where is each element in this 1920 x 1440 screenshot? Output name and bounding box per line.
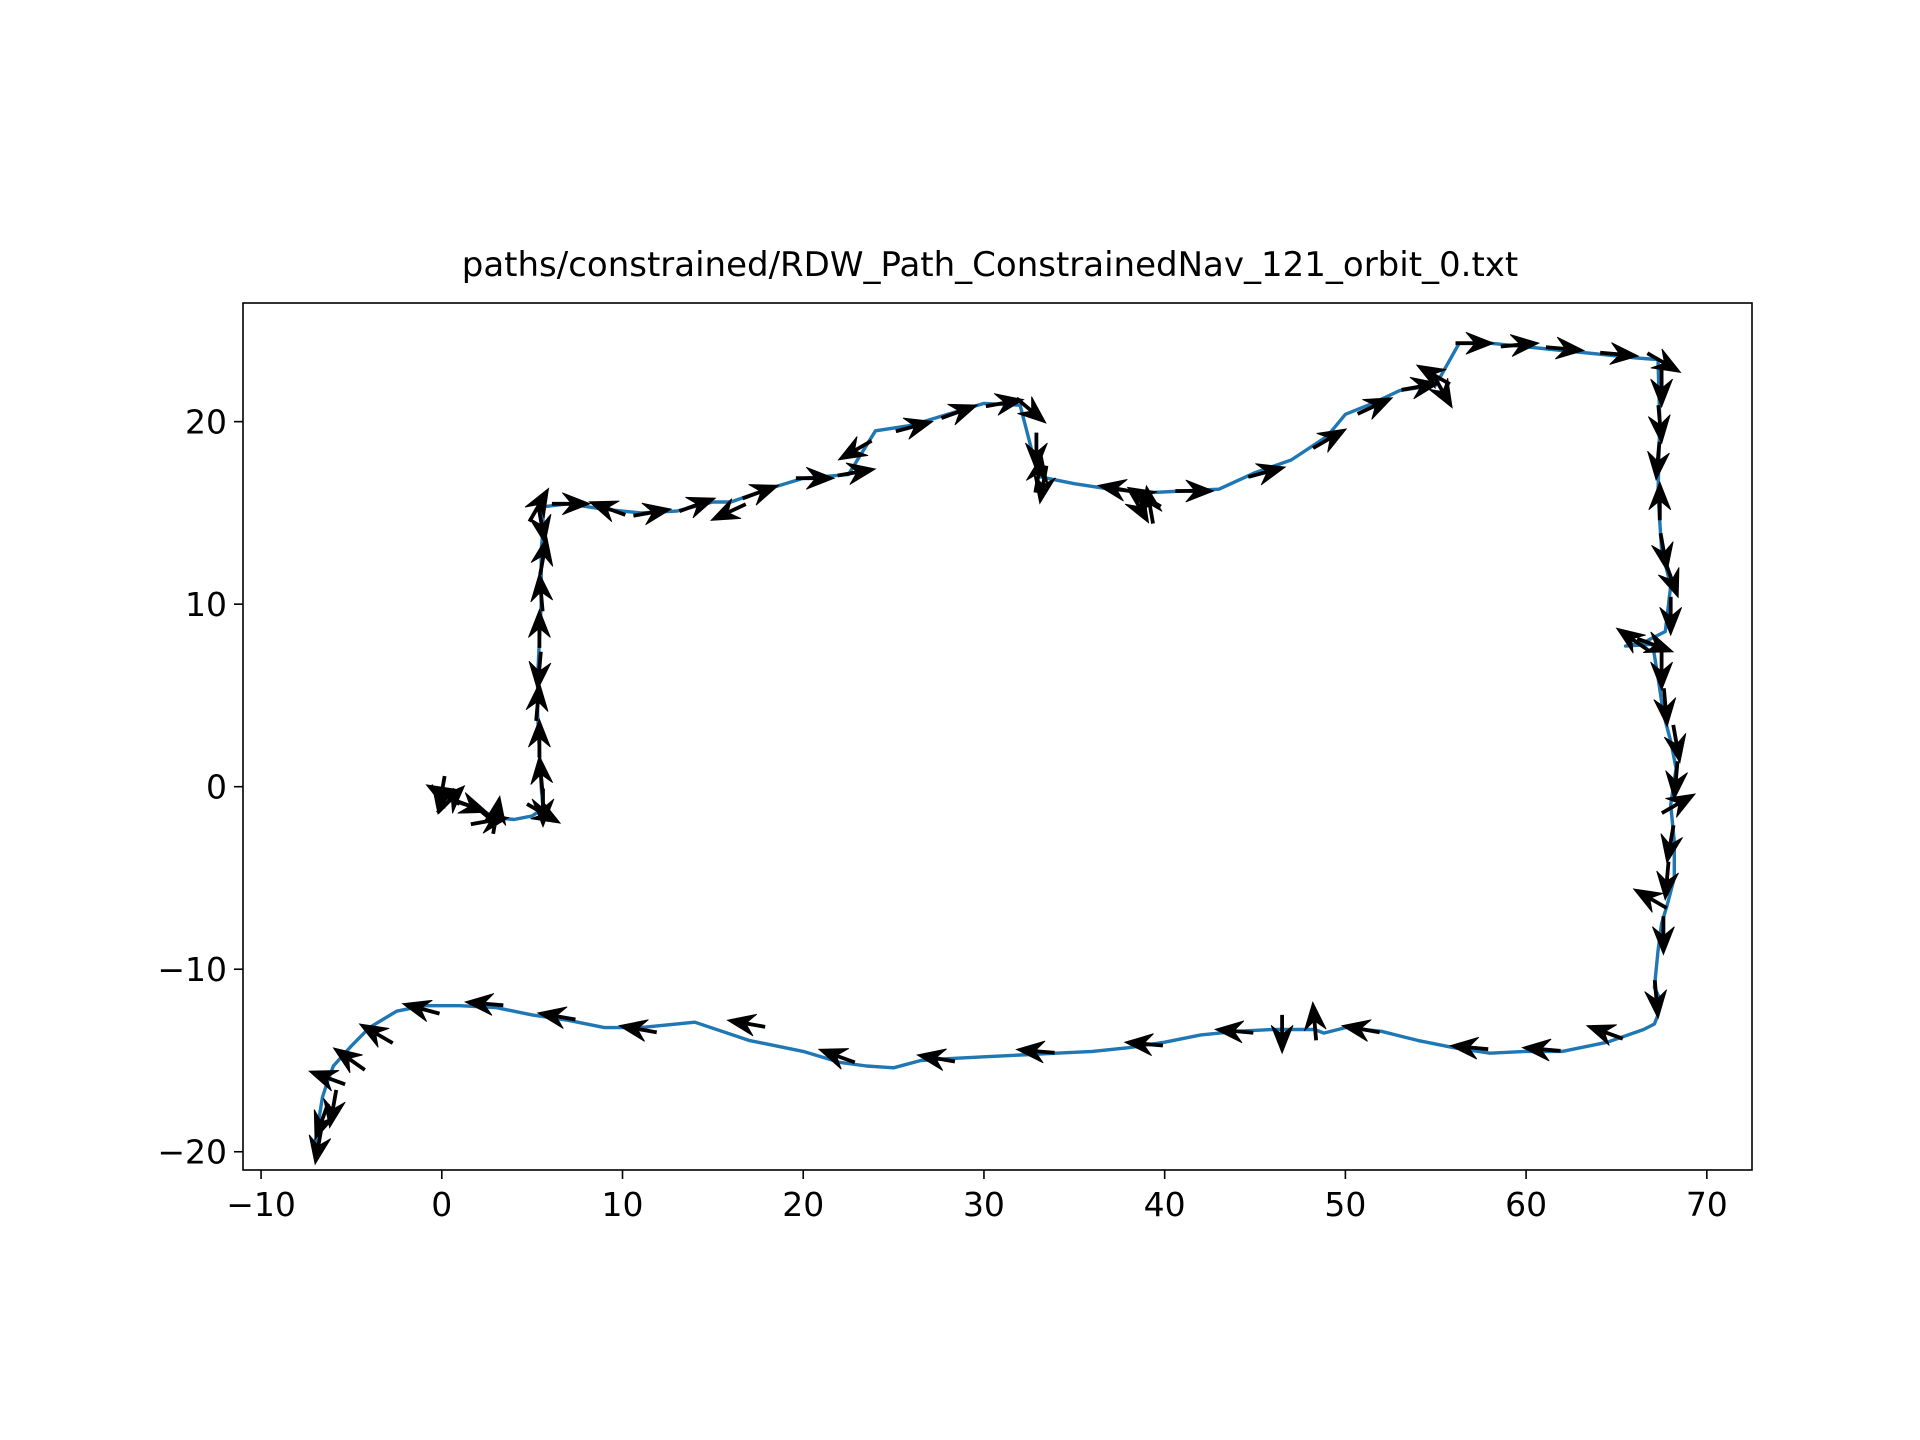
y-tick-label: −10 (157, 950, 227, 989)
direction-arrow (617, 1019, 658, 1042)
direction-arrow (1356, 397, 1394, 420)
direction-arrow (530, 754, 554, 795)
x-tick-label: 60 (1505, 1185, 1547, 1224)
direction-arrow (1123, 1033, 1164, 1056)
direction-arrow (1585, 1024, 1624, 1046)
direction-arrow (1401, 376, 1441, 400)
direction-arrow (985, 393, 1025, 416)
y-tick-label: 20 (185, 403, 227, 442)
direction-arrow (1648, 480, 1672, 521)
direction-arrow (528, 651, 552, 692)
direction-arrow (1025, 432, 1048, 473)
direction-arrow (1312, 428, 1348, 453)
direction-arrow (633, 502, 673, 526)
direction-arrow (1015, 396, 1047, 424)
direction-arrow (1659, 596, 1683, 637)
y-tick-label: 10 (185, 585, 227, 624)
direction-arrow (1660, 825, 1683, 865)
direction-arrow (795, 466, 836, 490)
direction-arrow (1015, 1040, 1055, 1064)
direction-arrow (451, 792, 489, 814)
y-tick-label: 0 (206, 768, 227, 807)
direction-arrow (940, 403, 979, 426)
direction-arrow (1647, 405, 1671, 445)
direction-arrow (817, 1048, 856, 1070)
direction-arrow (726, 1013, 766, 1037)
direction-arrow (1644, 980, 1668, 1020)
axes-frame (242, 302, 1753, 1171)
direction-arrow (916, 1048, 956, 1071)
direction-arrow (1455, 331, 1495, 355)
direction-arrow (1340, 1019, 1380, 1042)
direction-arrow (1599, 342, 1640, 365)
x-tick-label: 20 (782, 1185, 824, 1224)
direction-arrow (1140, 484, 1163, 524)
x-tick-label: 40 (1144, 1185, 1186, 1224)
x-tick-label: 30 (963, 1185, 1005, 1224)
direction-arrow (895, 417, 935, 440)
direction-arrow (1521, 1038, 1561, 1062)
direction-arrow (1175, 479, 1215, 503)
direction-arrow (1653, 688, 1677, 728)
direction-arrow (436, 784, 466, 815)
direction-arrow (1647, 441, 1670, 482)
direction-arrow (1247, 463, 1287, 486)
direction-arrow (588, 500, 626, 522)
arrow-markers (307, 331, 1697, 1166)
direction-arrow (401, 999, 441, 1022)
direction-arrow (1500, 334, 1541, 357)
y-tick-label: −20 (157, 1133, 227, 1172)
direction-arrow (1270, 1014, 1294, 1055)
direction-arrow (463, 993, 504, 1016)
direction-arrow (332, 1047, 366, 1074)
direction-arrow (1545, 336, 1586, 360)
direction-arrow (525, 681, 549, 722)
direction-arrow (536, 1006, 576, 1029)
direction-arrow (1632, 888, 1668, 913)
direction-arrow (1658, 560, 1680, 599)
direction-arrow (837, 436, 873, 461)
x-tick-label: 50 (1324, 1185, 1366, 1224)
direction-arrow (528, 608, 551, 648)
direction-arrow (551, 492, 592, 516)
direction-arrow (678, 496, 717, 519)
direction-arrow (1660, 793, 1697, 818)
direction-arrow (1428, 373, 1453, 409)
direction-arrow (524, 487, 550, 523)
direction-arrow (308, 1126, 332, 1166)
direction-arrow (1652, 916, 1675, 956)
direction-arrow (837, 462, 877, 485)
direction-arrow (1663, 724, 1687, 764)
direction-arrow (1665, 761, 1688, 801)
direction-arrow (358, 1023, 394, 1048)
direction-arrow (741, 484, 780, 506)
direction-arrow (530, 535, 554, 575)
chart-title: paths/constrained/RDW_Path_ConstrainedNa… (462, 245, 1519, 285)
direction-arrow (1213, 1020, 1254, 1044)
direction-arrow (1033, 465, 1056, 505)
direction-arrow (1636, 631, 1675, 653)
direction-arrow (1656, 861, 1679, 902)
direction-arrow (1651, 532, 1674, 573)
x-tick-label: 10 (602, 1185, 644, 1224)
direction-arrow (530, 571, 554, 612)
direction-arrow (1650, 368, 1673, 409)
direction-arrow (1646, 348, 1682, 373)
direction-arrow (470, 811, 510, 834)
direction-arrow (1448, 1036, 1489, 1060)
direction-arrow (1615, 627, 1650, 654)
x-tick-label: 0 (431, 1185, 452, 1224)
direction-arrow (709, 498, 747, 521)
x-tick-label: 70 (1686, 1185, 1728, 1224)
direction-arrow (307, 1070, 346, 1092)
direction-arrow (528, 718, 551, 758)
x-tick-label: −10 (226, 1185, 296, 1224)
direction-arrow (1124, 488, 1150, 524)
axes: −10 0 10 20 30 40 50 60 70 −20 −10 0 10 20 (157, 403, 1727, 1224)
direction-arrow (1650, 651, 1673, 692)
direction-arrow (1303, 1000, 1327, 1041)
